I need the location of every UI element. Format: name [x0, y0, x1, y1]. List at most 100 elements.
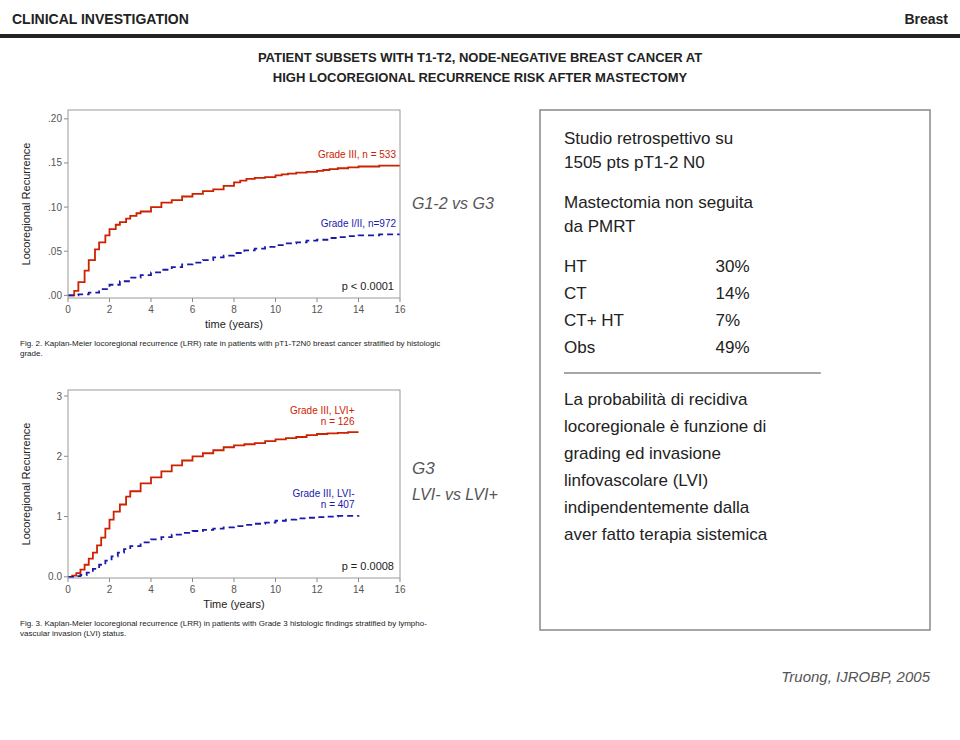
treatment-share: 30% — [716, 257, 750, 276]
treatment-name: HT — [564, 257, 587, 276]
text-line: indipendentemente dalla — [564, 498, 750, 517]
km-curve — [68, 234, 400, 296]
x-axis-label: time (years) — [205, 318, 263, 330]
treatment-name: Obs — [564, 338, 595, 357]
series-label: Grade III, LVI-n = 407 — [292, 488, 354, 510]
text-line: grade. — [20, 349, 43, 358]
x-tick-label: 12 — [311, 584, 323, 595]
text-line: linfovascolare (LVI) — [564, 471, 708, 490]
x-tick-label: 6 — [190, 584, 196, 595]
header-left: CLINICAL INVESTIGATION — [12, 11, 189, 27]
x-tick — [400, 298, 401, 302]
km-curve — [68, 165, 400, 296]
p-value: p < 0.0001 — [342, 280, 394, 292]
separator — [564, 372, 821, 374]
x-tick — [192, 298, 193, 302]
x-tick-label: 12 — [311, 304, 323, 315]
series-group — [68, 165, 400, 296]
x-tick — [317, 298, 318, 302]
plot-area — [68, 110, 400, 298]
x-tick-label: 10 — [270, 584, 282, 595]
y-tick-label: .00 — [48, 290, 62, 301]
info-box-frame — [540, 110, 930, 630]
treatment-share: 14% — [716, 284, 750, 303]
series-label: Grade III, LVI+n = 126 — [290, 405, 355, 427]
x-tick-label: 2 — [107, 584, 113, 595]
subtitle: HIGH LOCOREGIONAL RECURRENCE RISK AFTER … — [273, 70, 688, 85]
km-curve — [68, 432, 359, 577]
y-tick-label: 0.0 — [48, 571, 62, 582]
text-line: Grade III, n = 533 — [318, 149, 397, 160]
header-right: Breast — [904, 11, 948, 27]
header-rule — [0, 34, 960, 38]
x-tick-label: 16 — [394, 584, 406, 595]
y-tick-label: .20 — [48, 113, 62, 124]
info-text: Mastectomia non seguita — [564, 193, 754, 212]
y-tick — [64, 576, 68, 577]
figure-caption: Fig. 2. Kaplan-Meier locoregional recurr… — [20, 339, 440, 358]
info-box: Studio retrospettivo su1505 pts pT1-2 N0… — [540, 110, 930, 630]
x-tick — [234, 298, 235, 302]
series-group — [68, 432, 359, 577]
info-paragraph: La probabilità di recidiva locoregionale … — [564, 390, 768, 544]
y-tick-label: .05 — [48, 246, 62, 257]
text-line: locoregionale è funzione di — [564, 417, 766, 436]
x-tick-label: 2 — [107, 304, 113, 315]
text-line: n = 407 — [321, 499, 355, 510]
series-label: Grade III, n = 533 — [318, 149, 397, 160]
x-tick — [275, 578, 276, 582]
y-tick-label: 2 — [56, 451, 62, 462]
y-tick-label: .10 — [48, 202, 62, 213]
treatment-share: 49% — [716, 338, 750, 357]
x-tick — [400, 578, 401, 582]
page: CLINICAL INVESTIGATIONBreastPATIENT SUBS… — [0, 0, 960, 740]
y-tick — [64, 251, 68, 252]
km-curve — [68, 515, 359, 576]
x-tick — [358, 298, 359, 302]
x-tick-label: 16 — [394, 304, 406, 315]
text-line: Fig. 2. Kaplan-Meier locoregional recurr… — [20, 339, 440, 348]
comparison-label: G1-2 vs G3 — [412, 195, 494, 212]
y-tick-label: 3 — [56, 391, 62, 402]
info-text: 1505 pts pT1-2 N0 — [564, 153, 705, 172]
y-tick-label: .15 — [48, 157, 62, 168]
x-tick — [358, 578, 359, 582]
y-tick — [64, 456, 68, 457]
comparison-label: G3 — [412, 459, 435, 478]
y-tick — [64, 162, 68, 163]
y-axis-label: Locoregional Recurrence — [20, 423, 32, 546]
y-tick-label: 1 — [56, 511, 62, 522]
plot: 0 2 4 6 8 10 12 14 16 .00 .05 .10 .15 .20 time (years)… — [20, 110, 406, 330]
y-tick — [64, 295, 68, 296]
text-line: Grade III, LVI- — [292, 488, 354, 499]
x-tick-label: 0 — [65, 584, 71, 595]
text-line: Grade I/II, n=972 — [321, 218, 397, 229]
y-axis-label: Locoregional Recurrence — [20, 143, 32, 266]
x-tick — [234, 578, 235, 582]
info-text: da PMRT — [564, 217, 636, 236]
treatment-name: CT+ HT — [564, 311, 624, 330]
citation: Truong, IJROBP, 2005 — [781, 668, 930, 685]
x-tick-label: 4 — [148, 304, 154, 315]
y-tick — [64, 396, 68, 397]
x-tick-label: 8 — [231, 304, 237, 315]
text-line: Fig. 3. Kaplan-Meier locoregional recurr… — [20, 619, 427, 628]
x-tick-label: 0 — [65, 304, 71, 315]
plot: 02468101214160.0123Time (years)Locoregio… — [20, 390, 406, 610]
x-tick-label: 8 — [231, 584, 237, 595]
text-line: La probabilità di recidiva — [564, 390, 748, 409]
x-tick — [109, 578, 110, 582]
x-tick — [151, 578, 152, 582]
text-line: Grade III, LVI+ — [290, 405, 355, 416]
x-tick — [109, 298, 110, 302]
figure-caption: Fig. 3. Kaplan-Meier locoregional recurr… — [20, 619, 427, 638]
series-label: Grade I/II, n=972 — [321, 218, 397, 229]
x-tick — [68, 578, 69, 582]
x-tick-label: 6 — [190, 304, 196, 315]
x-tick-label: 10 — [270, 304, 282, 315]
text-line: vascular invasion (LVI) status. — [20, 629, 126, 638]
text-line: grading ed invasione — [564, 444, 721, 463]
treatment-share: 7% — [716, 311, 741, 330]
x-tick-label: 14 — [353, 304, 365, 315]
x-axis-label: Time (years) — [203, 598, 264, 610]
